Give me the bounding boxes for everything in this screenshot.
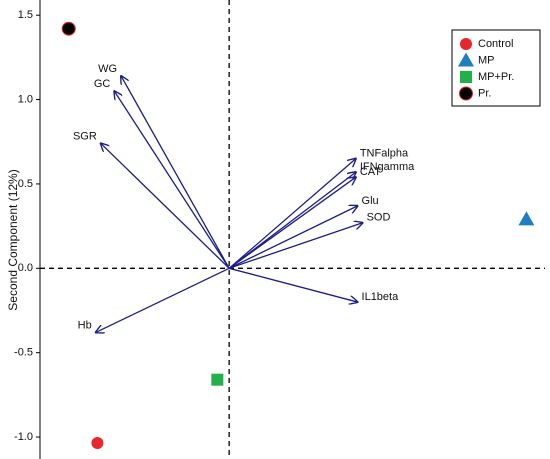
- marker-circle: [91, 436, 104, 449]
- loading-arrow: [228, 206, 357, 269]
- marker-circle: [460, 87, 472, 100]
- loading-label: TNFalpha: [360, 148, 409, 160]
- y-tick-label: 0.0: [18, 262, 33, 274]
- legend-label: MP+Pr.: [478, 71, 514, 83]
- loading-label: GC: [94, 78, 111, 90]
- loading-label: CAT: [360, 166, 381, 178]
- y-tick-label: 1.0: [18, 93, 33, 105]
- legend-label: Control: [478, 38, 513, 50]
- marker-circle: [62, 22, 75, 35]
- marker-circle: [460, 38, 472, 50]
- loading-arrow: [96, 267, 230, 332]
- loading-label: Glu: [362, 195, 379, 207]
- marker-triangle: [518, 211, 535, 226]
- loading-arrow: [228, 177, 356, 269]
- loading-label: IL1beta: [362, 291, 400, 303]
- loading-arrow: [114, 91, 230, 269]
- loading-arrow: [101, 143, 230, 269]
- loading-label: Hb: [78, 319, 92, 331]
- y-tick-label: 0.5: [18, 178, 33, 190]
- y-axis-title: Second Component (12%): [6, 169, 20, 310]
- y-tick-label: -0.5: [14, 347, 33, 359]
- loading-label: IFNgamma: [360, 161, 415, 173]
- loading-label: SGR: [73, 130, 97, 142]
- loading-arrow: [228, 223, 362, 269]
- loading-label: WG: [98, 63, 117, 75]
- loading-arrow: [228, 159, 356, 269]
- legend-label: MP: [478, 54, 495, 66]
- marker-square: [460, 71, 472, 83]
- loading-label: SOD: [367, 212, 391, 224]
- loading-arrow: [228, 267, 357, 302]
- y-tick-label: -1.0: [14, 431, 33, 443]
- legend-label: Pr.: [478, 87, 491, 99]
- loading-arrow: [121, 76, 230, 269]
- y-tick-label: 1.5: [18, 9, 33, 21]
- marker-triangle: [458, 52, 474, 67]
- marker-square: [211, 373, 224, 386]
- loading-arrow: [228, 172, 356, 269]
